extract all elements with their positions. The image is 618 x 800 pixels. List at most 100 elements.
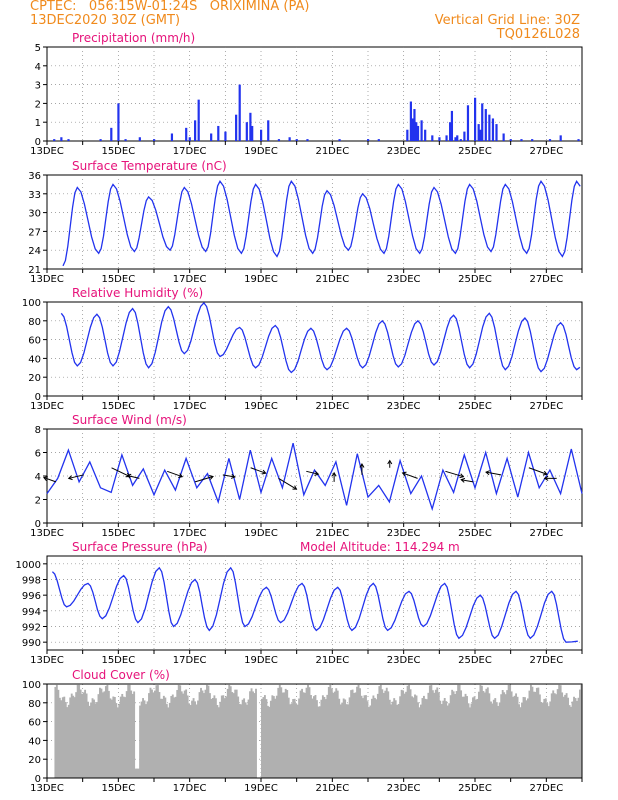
wind-arrow-head [230, 473, 236, 479]
cloud-bar [397, 703, 400, 778]
wind-arrow [528, 467, 548, 475]
wind-arrow [402, 472, 418, 479]
precip-bar [495, 124, 498, 141]
cloud-bar [263, 695, 266, 778]
cloud-bar [69, 697, 72, 778]
cloud-bar [298, 698, 301, 778]
cloud-bar [417, 702, 419, 778]
cloud-bar [421, 698, 424, 778]
x-tick-label: 27DEC [529, 274, 563, 285]
cloud-bar [500, 694, 503, 778]
cloud-bar [483, 692, 486, 778]
cloud-bar [486, 687, 489, 778]
y-tick-label: 2 [35, 99, 41, 110]
x-tick-label: 21DEC [315, 146, 349, 157]
x-tick-label: 21DEC [315, 274, 349, 285]
cloud-bar [165, 704, 168, 778]
cloud-bar [504, 694, 507, 778]
precip-bar [424, 129, 427, 141]
cloud-bar [498, 702, 501, 778]
cloud-bar [344, 699, 347, 778]
cloud-bar [204, 689, 207, 778]
wind-arrow-head [126, 473, 132, 479]
cloud-bar [532, 691, 535, 778]
wind-arrow-head [314, 471, 320, 476]
cloud-bar [480, 685, 483, 778]
cloud-bar [353, 693, 356, 778]
cloud-bar [422, 695, 425, 778]
cloud-bar [576, 700, 578, 778]
cloud-bar [338, 698, 341, 778]
cloud-bar [234, 689, 237, 778]
cloud-bar [543, 698, 546, 778]
cloud-bar [564, 694, 567, 778]
cloud-bar [174, 696, 177, 778]
cloud-bar [198, 692, 201, 778]
panel-frame-overlay [46, 683, 583, 779]
cloud-bar [552, 690, 555, 778]
precip-bar [260, 129, 263, 141]
cloud-bar [452, 691, 455, 778]
precip-bar [445, 135, 448, 141]
cloud-bar [140, 701, 143, 778]
x-tick-label: 27DEC [529, 528, 563, 539]
y-tick-label: 33 [28, 190, 41, 201]
cloud-bar [385, 687, 388, 778]
cloud-bar [93, 699, 95, 778]
cloud-bar [568, 705, 571, 778]
cloud-bar [308, 687, 311, 778]
x-tick-label: 25DEC [458, 274, 492, 285]
cloud-bar [274, 698, 277, 778]
cloud-bar [485, 688, 488, 778]
header-line2-left: 13DEC2020 30Z (GMT) [30, 13, 181, 28]
cloud-bar [472, 697, 474, 778]
panel-title: Cloud Cover (%) [72, 668, 170, 682]
cloud-bar [91, 698, 94, 778]
cloud-bar [521, 702, 523, 778]
cloud-bar [253, 693, 256, 778]
y-tick-label: 36 [28, 171, 41, 182]
y-tick-label: 0 [35, 137, 41, 148]
cloud-bar [229, 686, 232, 778]
precip-bar [153, 139, 156, 141]
cloud-bar [476, 698, 479, 778]
cloud-bar [436, 687, 439, 778]
precip-bar [411, 118, 414, 141]
x-tick-label: 17DEC [173, 274, 207, 285]
cloud-bar [321, 695, 324, 778]
cloud-bar [546, 703, 549, 778]
cloud-bar [350, 690, 353, 778]
cloud-bar [330, 688, 333, 778]
cloud-bar [149, 687, 152, 778]
cloud-bar [320, 699, 323, 778]
cloud-bar [90, 702, 92, 778]
cloud-bar [430, 685, 433, 778]
cloud-bar [195, 704, 198, 778]
cloud-bar [96, 702, 98, 778]
cloud-bar [507, 684, 510, 778]
precip-bar [415, 122, 418, 141]
precip-bar [170, 133, 174, 141]
cloud-bar [559, 685, 562, 778]
cloud-bar [503, 692, 506, 778]
cloud-bar [348, 697, 351, 778]
cloud-bar [79, 689, 82, 778]
y-tick-label: 998 [22, 576, 41, 587]
cloud-bar [189, 705, 192, 778]
cloud-bar [200, 687, 202, 778]
y-tick-label: 992 [22, 623, 41, 634]
x-tick-label: 13DEC [30, 528, 64, 539]
cloud-bar [249, 691, 251, 778]
cloud-bar [173, 697, 176, 778]
x-tick-label: 23DEC [387, 274, 421, 285]
cloud-bar [226, 688, 229, 778]
cloud-bar [479, 685, 482, 778]
cloud-bar [527, 698, 529, 778]
cloud-bar [240, 704, 243, 778]
cloud-bar [238, 703, 241, 778]
cloud-bar [235, 689, 238, 778]
cloud-bar [164, 697, 167, 778]
cloud-bar [391, 701, 394, 778]
y-tick-label: 60 [28, 336, 41, 347]
cloud-bar [460, 690, 463, 778]
